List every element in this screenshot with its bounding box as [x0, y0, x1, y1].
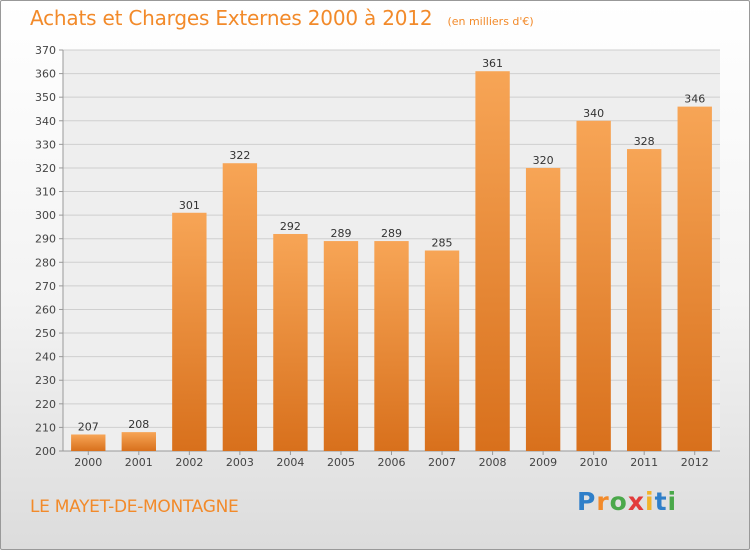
bar — [71, 434, 106, 451]
data-label: 361 — [482, 57, 503, 70]
brand-logo: Proxiti — [577, 487, 677, 516]
y-tick-label: 270 — [35, 280, 56, 293]
bar — [424, 250, 460, 451]
bar — [222, 163, 258, 452]
bar — [273, 233, 308, 451]
data-label: 208 — [128, 418, 149, 431]
data-label: 289 — [381, 227, 402, 240]
y-tick-label: 200 — [35, 445, 56, 458]
y-tick-label: 370 — [35, 44, 56, 57]
brand-letter: P — [577, 487, 597, 516]
data-label: 322 — [229, 149, 250, 162]
bar — [374, 241, 409, 451]
x-tick-label: 2012 — [681, 456, 709, 469]
x-tick-label: 2002 — [175, 456, 203, 469]
y-tick-label: 250 — [35, 327, 56, 340]
bar — [323, 241, 359, 451]
y-tick-label: 280 — [35, 256, 56, 269]
brand-letter: o — [609, 487, 628, 516]
x-tick-label: 2005 — [327, 456, 355, 469]
bar — [172, 212, 207, 451]
chart-unit: (en milliers d'€) — [447, 15, 534, 28]
data-label: 346 — [684, 93, 705, 106]
y-tick-label: 340 — [35, 115, 56, 128]
x-tick-label: 2003 — [226, 456, 254, 469]
x-tick-label: 2004 — [276, 456, 304, 469]
x-tick-label: 2000 — [74, 456, 102, 469]
bar — [627, 149, 662, 451]
data-label: 289 — [330, 227, 351, 240]
x-tick-label: 2010 — [580, 456, 608, 469]
y-tick-label: 290 — [35, 233, 56, 246]
data-label: 301 — [179, 199, 200, 212]
chart-title: Achats et Charges Externes 2000 à 2012 — [30, 6, 433, 30]
data-label: 207 — [78, 420, 99, 433]
data-label: 320 — [533, 154, 554, 167]
y-tick-label: 240 — [35, 351, 56, 364]
bar — [576, 120, 611, 451]
y-tick-label: 260 — [35, 303, 56, 316]
brand-letter: i — [645, 487, 655, 516]
data-label: 328 — [634, 135, 655, 148]
y-tick-label: 360 — [35, 68, 56, 81]
bar — [475, 71, 510, 452]
y-tick-label: 320 — [35, 162, 56, 175]
bar — [525, 167, 561, 452]
brand-letter: x — [627, 487, 645, 516]
commune-name: LE MAYET-DE-MONTAGNE — [30, 497, 239, 517]
brand-letter: t — [654, 487, 668, 516]
x-tick-label: 2008 — [479, 456, 507, 469]
bar — [121, 432, 156, 451]
y-tick-label: 210 — [35, 421, 56, 434]
data-label: 292 — [280, 220, 301, 233]
y-tick-label: 230 — [35, 374, 56, 387]
brand-letter: r — [596, 487, 610, 516]
x-tick-label: 2007 — [428, 456, 456, 469]
data-label: 285 — [432, 237, 453, 250]
bar — [677, 106, 712, 452]
y-tick-label: 310 — [35, 186, 56, 199]
x-tick-label: 2009 — [529, 456, 557, 469]
y-tick-label: 220 — [35, 398, 56, 411]
data-label: 340 — [583, 107, 604, 120]
brand-letter: i — [667, 487, 678, 516]
y-tick-label: 350 — [35, 91, 56, 104]
chart-header: Achats et Charges Externes 2000 à 2012 (… — [30, 6, 534, 30]
y-tick-label: 300 — [35, 209, 56, 222]
y-tick-label: 330 — [35, 138, 56, 151]
x-tick-label: 2001 — [125, 456, 153, 469]
x-tick-label: 2006 — [378, 456, 406, 469]
x-tick-label: 2011 — [630, 456, 658, 469]
